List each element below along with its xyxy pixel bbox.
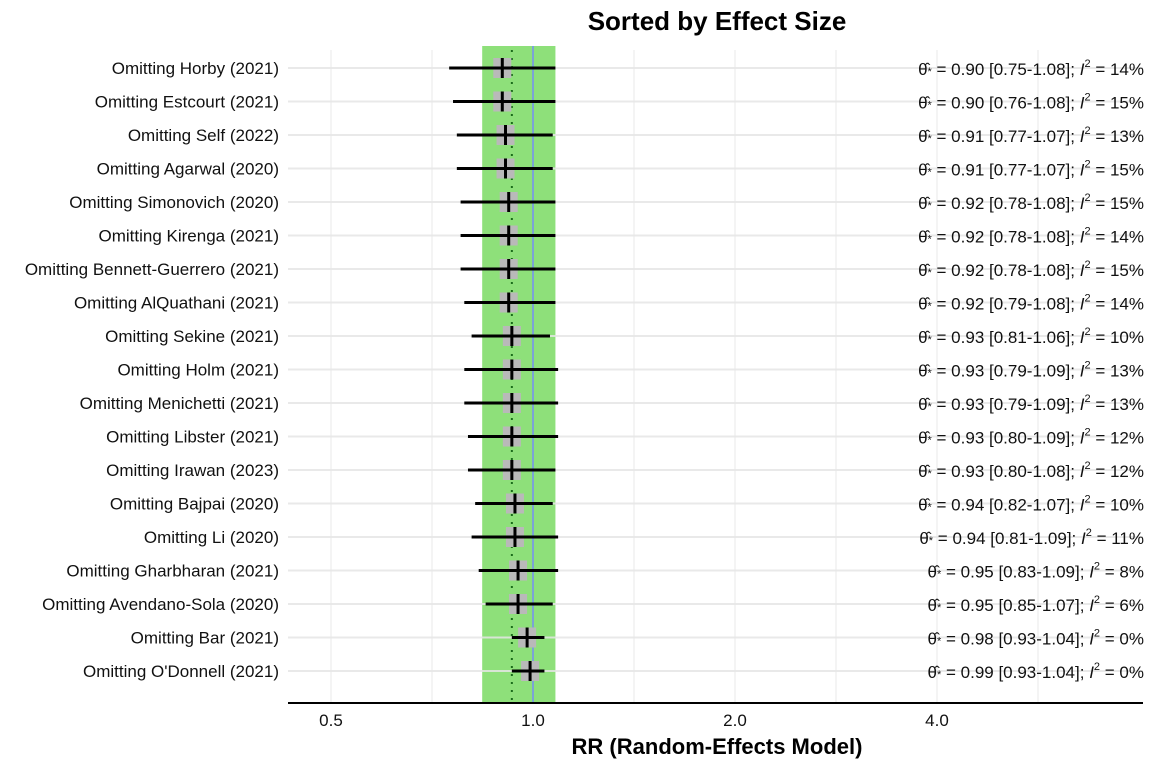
row-stat: θ̂* = 0.92 [0.78-1.08]; I2 = 15% [918, 192, 1144, 213]
row-stat: θ̂* = 0.93 [0.79-1.09]; I2 = 13% [918, 360, 1144, 381]
row-stat: θ̂* = 0.90 [0.76-1.08]; I2 = 15% [918, 92, 1144, 113]
chart-title: Sorted by Effect Size [588, 6, 847, 36]
row-stat: θ̂* = 0.93 [0.79-1.09]; I2 = 13% [918, 393, 1144, 414]
row-stat: θ̂* = 0.92 [0.78-1.08]; I2 = 14% [918, 226, 1144, 247]
row-label: Omitting AlQuathani (2021) [74, 294, 279, 313]
row-stat: θ̂* = 0.95 [0.83-1.09]; I2 = 8% [928, 561, 1144, 582]
row-grid-lines [288, 67, 1143, 672]
x-tick-label: 2.0 [723, 711, 747, 730]
row-label: Omitting Bajpai (2020) [110, 495, 279, 514]
row-label: Omitting Horby (2021) [112, 59, 279, 78]
row-stat: θ̂* = 0.92 [0.79-1.08]; I2 = 14% [918, 293, 1144, 314]
row-label: Omitting Self (2022) [128, 126, 279, 145]
study-marks [449, 58, 559, 681]
row-label: Omitting Libster (2021) [106, 428, 279, 447]
row-label: Omitting Bar (2021) [131, 629, 279, 648]
row-stat: θ̂* = 0.92 [0.78-1.08]; I2 = 15% [918, 259, 1144, 280]
x-tick-labels: 0.5 1.0 2.0 4.0 [319, 711, 949, 730]
x-tick-label: 4.0 [925, 711, 949, 730]
row-stat: θ̂* = 0.91 [0.77-1.07]; I2 = 13% [918, 125, 1144, 146]
x-axis-title: RR (Random-Effects Model) [572, 734, 863, 759]
row-label: Omitting Sekine (2021) [105, 327, 279, 346]
x-tick-label: 1.0 [521, 711, 545, 730]
row-label: Omitting Simonovich (2020) [69, 193, 279, 212]
row-label: Omitting Kirenga (2021) [99, 227, 279, 246]
row-stat: θ̂* = 0.98 [0.93-1.04]; I2 = 0% [928, 628, 1144, 649]
row-label: Omitting Bennett-Guerrero (2021) [25, 260, 279, 279]
row-stat: θ̂* = 0.93 [0.80-1.09]; I2 = 12% [918, 427, 1144, 448]
row-stat: θ̂* = 0.90 [0.75-1.08]; I2 = 14% [918, 58, 1144, 79]
row-label: Omitting Estcourt (2021) [95, 93, 279, 112]
row-stat: θ̂* = 0.95 [0.85-1.07]; I2 = 6% [928, 594, 1144, 615]
row-stat: θ̂* = 0.94 [0.81-1.09]; I2 = 11% [919, 527, 1144, 548]
row-label: Omitting Avendano-Sola (2020) [42, 595, 279, 614]
row-stats: θ̂* = 0.90 [0.75-1.08]; I2 = 14% θ̂* = 0.… [918, 58, 1144, 682]
row-label: Omitting Agarwal (2020) [97, 160, 279, 179]
row-stat: θ̂* = 0.99 [0.93-1.04]; I2 = 0% [928, 661, 1144, 682]
row-label: Omitting O'Donnell (2021) [83, 662, 279, 681]
row-label: Omitting Li (2020) [144, 528, 279, 547]
row-stat: θ̂* = 0.91 [0.77-1.07]; I2 = 15% [918, 159, 1144, 180]
row-stat: θ̂* = 0.93 [0.81-1.06]; I2 = 10% [918, 326, 1144, 347]
row-stat: θ̂* = 0.93 [0.80-1.08]; I2 = 12% [918, 460, 1144, 481]
row-label: Omitting Menichetti (2021) [80, 394, 279, 413]
row-labels: Omitting Horby (2021) Omitting Estcourt (… [25, 59, 279, 681]
x-tick-label: 0.5 [319, 711, 343, 730]
row-label: Omitting Irawan (2023) [106, 461, 279, 480]
row-label: Omitting Holm (2021) [117, 361, 279, 380]
row-stat: θ̂* = 0.94 [0.82-1.07]; I2 = 10% [918, 494, 1144, 515]
row-label: Omitting Gharbharan (2021) [66, 562, 279, 581]
